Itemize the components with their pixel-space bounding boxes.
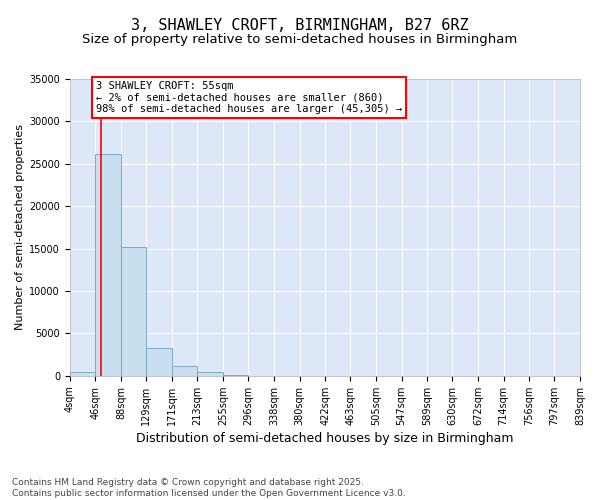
Text: 3 SHAWLEY CROFT: 55sqm
← 2% of semi-detached houses are smaller (860)
98% of sem: 3 SHAWLEY CROFT: 55sqm ← 2% of semi-deta… [96, 80, 402, 114]
Bar [172, 366, 197, 376]
Bar [70, 372, 95, 376]
Bar [146, 348, 172, 376]
Text: Size of property relative to semi-detached houses in Birmingham: Size of property relative to semi-detach… [82, 32, 518, 46]
Bar [121, 247, 146, 376]
Bar [95, 154, 121, 376]
Y-axis label: Number of semi-detached properties: Number of semi-detached properties [15, 124, 25, 330]
Bar [197, 372, 223, 376]
X-axis label: Distribution of semi-detached houses by size in Birmingham: Distribution of semi-detached houses by … [136, 432, 514, 445]
Text: 3, SHAWLEY CROFT, BIRMINGHAM, B27 6RZ: 3, SHAWLEY CROFT, BIRMINGHAM, B27 6RZ [131, 18, 469, 32]
Text: Contains HM Land Registry data © Crown copyright and database right 2025.
Contai: Contains HM Land Registry data © Crown c… [12, 478, 406, 498]
